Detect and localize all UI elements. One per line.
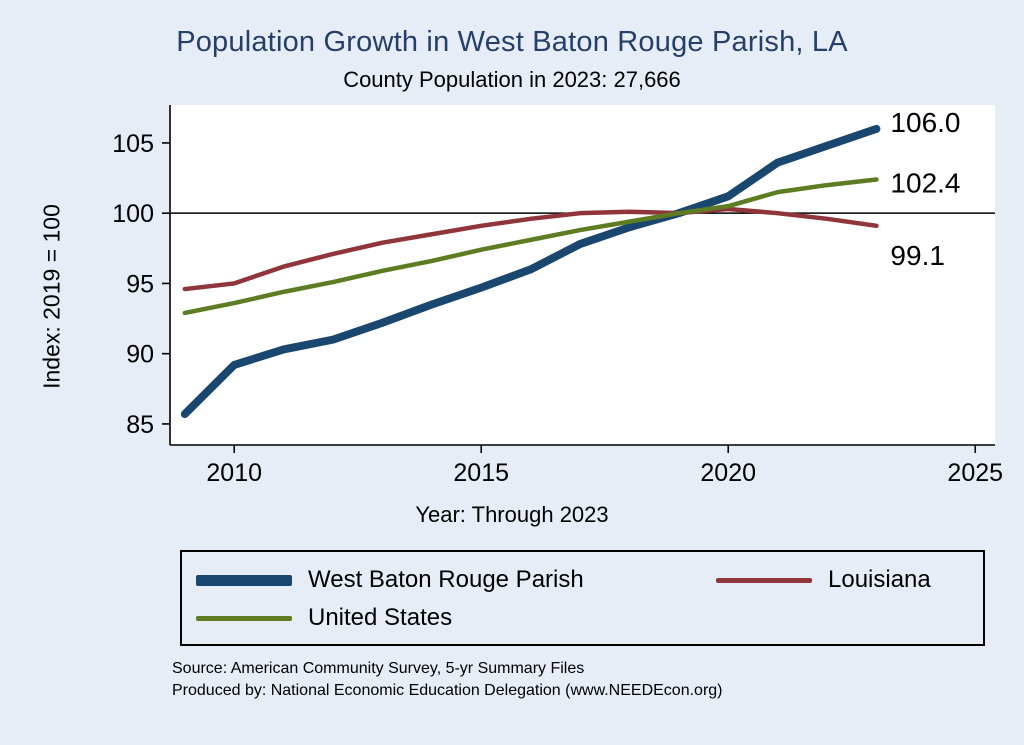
x-tick-label: 2015 <box>453 459 509 487</box>
source-line-1: Source: American Community Survey, 5-yr … <box>172 660 585 677</box>
source-note: Source: American Community Survey, 5-yr … <box>172 658 1024 703</box>
y-tick-label: 105 <box>112 130 154 158</box>
legend-swatch <box>716 577 812 583</box>
end-value-label-united-states: 102.4 <box>890 167 960 198</box>
plot-area: 85 90 95 100 105 2010 2015 2020 2025 106.0 99.1 102… <box>112 105 1003 487</box>
end-value-label-west-baton-rouge-parish: 106.0 <box>890 107 960 138</box>
x-tick-label: 2010 <box>206 459 262 487</box>
y-axis-title: Index: 2019 = 100 <box>38 204 65 389</box>
legend-label: West Baton Rouge Parish <box>308 566 584 593</box>
legend-item-united-states: United States <box>196 604 716 632</box>
x-axis-title: Year: Through 2023 <box>415 502 609 527</box>
y-tick-label: 90 <box>126 341 154 369</box>
legend-swatch <box>196 615 292 621</box>
y-tick-label: 85 <box>126 411 154 439</box>
x-tick-label: 2020 <box>700 459 756 487</box>
chart-subtitle: County Population in 2023: 27,666 <box>343 67 681 92</box>
series-line-louisiana <box>182 206 879 292</box>
y-tick-label: 95 <box>126 270 154 298</box>
end-value-label-louisiana: 99.1 <box>890 240 945 271</box>
legend-item-louisiana: Louisiana <box>716 566 965 594</box>
legend-swatch <box>196 574 292 586</box>
legend-item-west-baton-rouge-parish: West Baton Rouge Parish <box>196 566 716 594</box>
plot-wrap: Index: 2019 = 100 85 90 95 100 105 2010 2015 20… <box>0 95 1024 490</box>
plot-background <box>170 105 995 445</box>
y-tick-label: 100 <box>112 200 154 228</box>
legend-label: United States <box>308 604 453 631</box>
legend-label: Louisiana <box>828 566 931 593</box>
source-line-2: Produced by: National Economic Education… <box>172 682 723 700</box>
chart-title: Population Growth in West Baton Rouge Pa… <box>176 26 848 58</box>
x-tick-label: 2025 <box>947 459 1003 487</box>
series-line-united-states <box>182 177 879 316</box>
series-line-west-baton-rouge-parish <box>180 124 881 419</box>
legend: West Baton Rouge Parish Louisiana United S… <box>180 550 985 646</box>
